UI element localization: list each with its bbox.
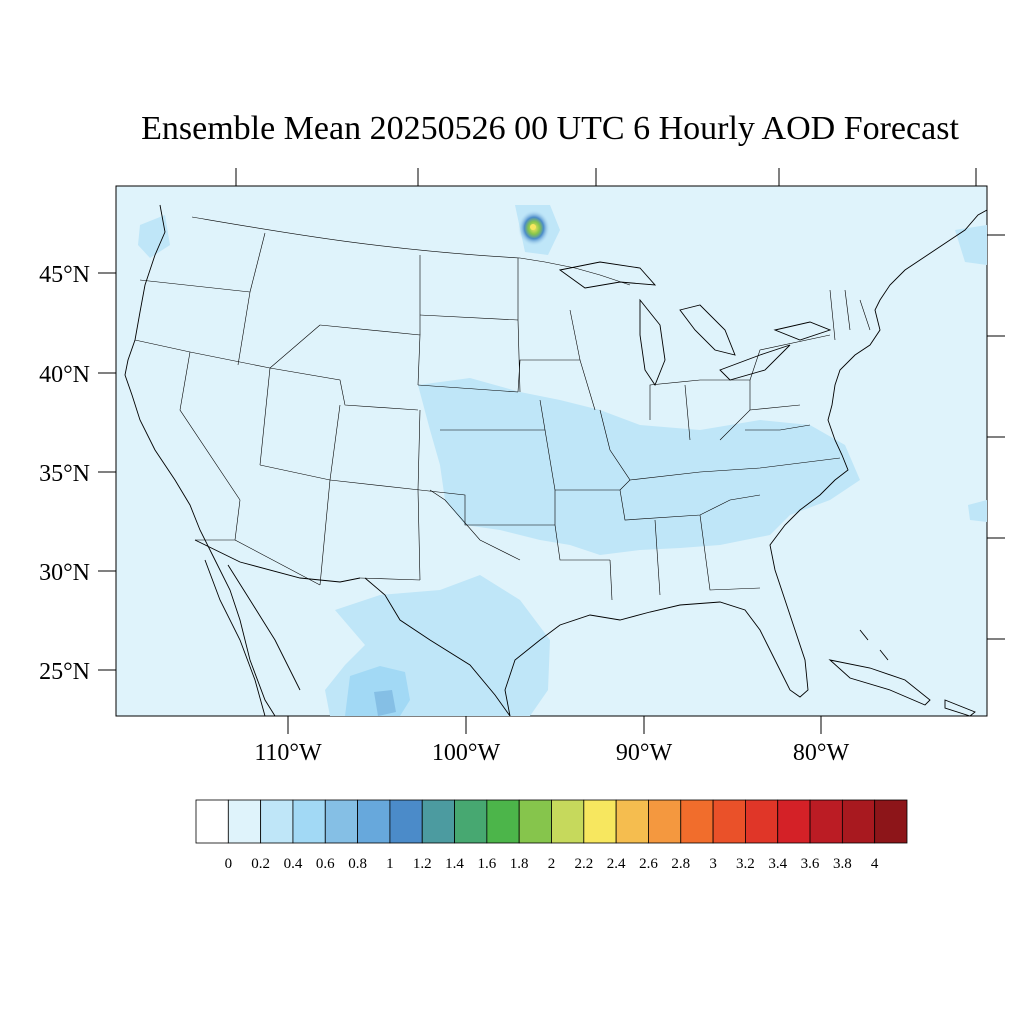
lon-label-100w: 100°W [432, 740, 501, 766]
colorbar-level-label: 2.8 [671, 856, 690, 872]
aod-field [124, 204, 987, 716]
colorbar-swatch [421, 799, 455, 844]
colorbar-swatch [292, 799, 326, 844]
colorbar-swatch [518, 799, 552, 844]
colorbar [195, 799, 908, 844]
colorbar-level-label: 2 [548, 856, 556, 872]
lon-label-110w: 110°W [254, 740, 322, 766]
colorbar-level-label: 2.2 [574, 856, 593, 872]
colorbar-level-label: 3.8 [833, 856, 852, 872]
colorbar-swatch [260, 799, 294, 844]
map-title: Ensemble Mean 20250526 00 UTC 6 Hourly A… [141, 110, 959, 147]
colorbar-swatch [809, 799, 843, 844]
lon-label-80w: 80°W [793, 740, 850, 766]
colorbar-swatch [777, 799, 811, 844]
colorbar-swatch [324, 799, 358, 844]
colorbar-swatch [486, 799, 520, 844]
aod-region-central [418, 378, 860, 555]
colorbar-swatch [648, 799, 682, 844]
colorbar-level-label: 2.4 [607, 856, 626, 872]
lat-label-45: 45°N [39, 262, 90, 288]
colorbar-level-label: 0.4 [284, 856, 303, 872]
colorbar-level-label: 1.2 [413, 856, 432, 872]
colorbar-swatch [551, 799, 585, 844]
aod-region-pacific-nw [138, 215, 170, 258]
aod-hotspot-core [530, 224, 536, 230]
aod-region-mexico-darker [374, 690, 396, 716]
colorbar-swatch [357, 799, 391, 844]
lat-label-35: 35°N [39, 461, 90, 487]
lon-labels: 110°W 100°W 90°W 80°W [254, 740, 849, 766]
colorbar-swatch [745, 799, 779, 844]
colorbar-level-label: 3.4 [768, 856, 787, 872]
colorbar-level-label: 4 [871, 856, 879, 872]
colorbar-level-label: 1 [386, 856, 394, 872]
aod-region-missouri [540, 420, 610, 485]
colorbar-level-label: 1.4 [445, 856, 464, 872]
colorbar-level-label: 1.8 [510, 856, 529, 872]
aod-region-northeast [955, 225, 987, 265]
colorbar-level-label: 3.2 [736, 856, 755, 872]
colorbar-level-label: 0 [225, 856, 233, 872]
colorbar-swatch [874, 799, 908, 844]
colorbar-level-label: 3.6 [801, 856, 820, 872]
colorbar-level-label: 0.2 [251, 856, 270, 872]
colorbar-swatch [454, 799, 488, 844]
lat-labels: 45°N 40°N 35°N 30°N 25°N [39, 262, 90, 685]
colorbar-swatch [389, 799, 423, 844]
colorbar-level-label: 3 [709, 856, 717, 872]
lon-label-90w: 90°W [616, 740, 673, 766]
colorbar-swatch [583, 799, 617, 844]
colorbar-level-label: 0.8 [348, 856, 367, 872]
colorbar-level-label: 1.6 [477, 856, 496, 872]
colorbar-level-label: 0.6 [316, 856, 335, 872]
state-boundaries [124, 204, 871, 716]
map-ticks [98, 168, 1005, 734]
lat-label-30: 30°N [39, 560, 90, 586]
colorbar-labels: 0 0.2 0.4 0.6 0.8 1 1.2 1.4 1.6 1.8 2 2.2 2.4 2.6 2.8 3… [225, 856, 879, 872]
lat-label-25: 25°N [39, 659, 90, 685]
coastlines [194, 209, 987, 716]
colorbar-swatch [227, 799, 262, 844]
colorbar-level-label: 2.6 [639, 856, 658, 872]
colorbar-swatch [712, 799, 746, 844]
colorbar-swatch [841, 799, 876, 844]
colorbar-swatch [680, 799, 714, 844]
aod-region-atlantic [968, 500, 987, 522]
colorbar-swatch [195, 799, 229, 844]
lat-label-40: 40°N [39, 362, 90, 388]
colorbar-swatch [615, 799, 649, 844]
